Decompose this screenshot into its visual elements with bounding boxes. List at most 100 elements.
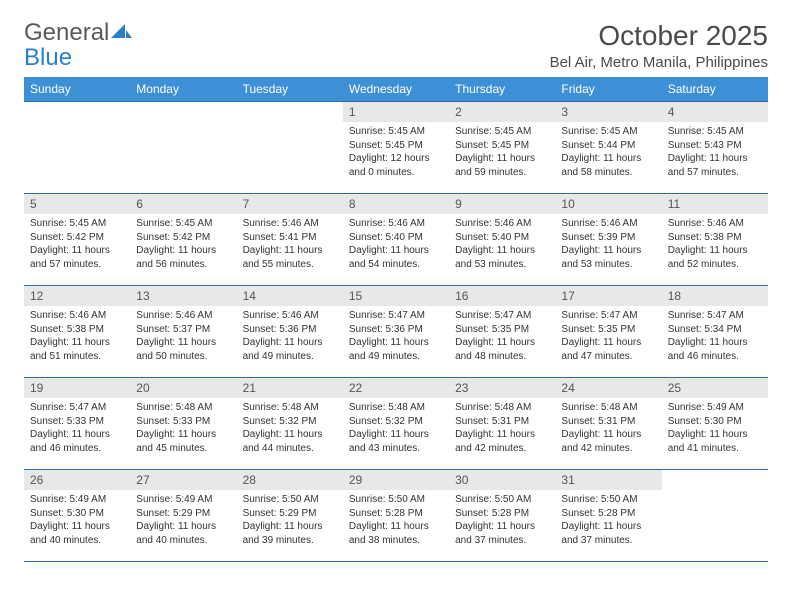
day-sunset: Sunset: 5:44 PM (561, 139, 655, 153)
day-sunset: Sunset: 5:28 PM (455, 507, 549, 521)
calendar-week: 26Sunrise: 5:49 AMSunset: 5:30 PMDayligh… (24, 470, 768, 562)
day-number: 8 (343, 194, 449, 214)
calendar-day: 11Sunrise: 5:46 AMSunset: 5:38 PMDayligh… (662, 194, 768, 286)
day-daylight1: Daylight: 11 hours (668, 336, 762, 350)
day-sunset: Sunset: 5:42 PM (136, 231, 230, 245)
logo-line2: Blue (24, 45, 133, 70)
day-body: Sunrise: 5:46 AMSunset: 5:38 PMDaylight:… (24, 306, 130, 367)
calendar-body: 1 Sunrise: 5:45 AM Sunset: 5:45 PM Daylight… (24, 102, 768, 562)
day-daylight1: Daylight: 11 hours (136, 520, 230, 534)
day-number: 26 (24, 470, 130, 490)
day-sunrise: Sunrise: 5:47 AM (668, 309, 762, 323)
day-body: Sunrise: 5:50 AMSunset: 5:28 PMDaylight:… (343, 490, 449, 551)
day-sunset: Sunset: 5:45 PM (349, 139, 443, 153)
day-number: 7 (237, 194, 343, 214)
day-number: 1 (343, 102, 449, 122)
day-body: Sunrise: 5:46 AMSunset: 5:38 PMDaylight:… (662, 214, 768, 275)
day-number: 11 (662, 194, 768, 214)
day-daylight1: Daylight: 11 hours (349, 428, 443, 442)
calendar-day: 8Sunrise: 5:46 AMSunset: 5:40 PMDaylight… (343, 194, 449, 286)
day-daylight1: Daylight: 11 hours (561, 520, 655, 534)
day-sunrise: Sunrise: 5:46 AM (349, 217, 443, 231)
day-sunset: Sunset: 5:39 PM (561, 231, 655, 245)
day-daylight1: Daylight: 11 hours (668, 152, 762, 166)
day-body: Sunrise: 5:45 AMSunset: 5:42 PMDaylight:… (130, 214, 236, 275)
day-sunset: Sunset: 5:37 PM (136, 323, 230, 337)
day-sunrise: Sunrise: 5:46 AM (243, 217, 337, 231)
day-sunrise: Sunrise: 5:50 AM (349, 493, 443, 507)
day-sunrise: Sunrise: 5:49 AM (136, 493, 230, 507)
calendar-day: 29Sunrise: 5:50 AMSunset: 5:28 PMDayligh… (343, 470, 449, 562)
calendar-day: 23Sunrise: 5:48 AMSunset: 5:31 PMDayligh… (449, 378, 555, 470)
day-daylight2: and 0 minutes. (349, 166, 443, 180)
day-daylight2: and 57 minutes. (30, 258, 124, 272)
location: Bel Air, Metro Manila, Philippines (550, 54, 768, 71)
calendar-day (24, 102, 130, 194)
day-sunset: Sunset: 5:41 PM (243, 231, 337, 245)
day-sunrise: Sunrise: 5:49 AM (30, 493, 124, 507)
day-daylight2: and 44 minutes. (243, 442, 337, 456)
day-daylight2: and 55 minutes. (243, 258, 337, 272)
calendar-day: 13Sunrise: 5:46 AMSunset: 5:37 PMDayligh… (130, 286, 236, 378)
day-daylight2: and 40 minutes. (30, 534, 124, 548)
day-sunrise: Sunrise: 5:46 AM (243, 309, 337, 323)
day-daylight1: Daylight: 11 hours (136, 244, 230, 258)
calendar-day: 5Sunrise: 5:45 AMSunset: 5:42 PMDaylight… (24, 194, 130, 286)
day-sunrise: Sunrise: 5:47 AM (561, 309, 655, 323)
day-sunset: Sunset: 5:40 PM (455, 231, 549, 245)
day-daylight2: and 56 minutes. (136, 258, 230, 272)
day-sunset: Sunset: 5:31 PM (561, 415, 655, 429)
day-sunrise: Sunrise: 5:45 AM (30, 217, 124, 231)
day-daylight2: and 42 minutes. (455, 442, 549, 456)
day-sunrise: Sunrise: 5:50 AM (455, 493, 549, 507)
day-daylight2: and 51 minutes. (30, 350, 124, 364)
day-number: 13 (130, 286, 236, 306)
day-body: Sunrise: 5:48 AMSunset: 5:31 PMDaylight:… (449, 398, 555, 459)
day-sunset: Sunset: 5:42 PM (30, 231, 124, 245)
day-sunset: Sunset: 5:36 PM (349, 323, 443, 337)
day-body: Sunrise: 5:49 AMSunset: 5:30 PMDaylight:… (24, 490, 130, 551)
day-daylight1: Daylight: 11 hours (561, 152, 655, 166)
calendar-day (662, 470, 768, 562)
day-body: Sunrise: 5:50 AMSunset: 5:29 PMDaylight:… (237, 490, 343, 551)
day-sunrise: Sunrise: 5:45 AM (561, 125, 655, 139)
calendar-week: 12Sunrise: 5:46 AMSunset: 5:38 PMDayligh… (24, 286, 768, 378)
day-body: Sunrise: 5:48 AMSunset: 5:32 PMDaylight:… (343, 398, 449, 459)
header: General Blue October 2025 Bel Air, Metro… (24, 20, 768, 71)
day-sunset: Sunset: 5:31 PM (455, 415, 549, 429)
calendar-day (130, 102, 236, 194)
day-number: 21 (237, 378, 343, 398)
day-number: 27 (130, 470, 236, 490)
calendar-day: 20Sunrise: 5:48 AMSunset: 5:33 PMDayligh… (130, 378, 236, 470)
day-daylight2: and 47 minutes. (561, 350, 655, 364)
day-daylight2: and 42 minutes. (561, 442, 655, 456)
day-daylight1: Daylight: 11 hours (668, 428, 762, 442)
day-daylight1: Daylight: 11 hours (349, 244, 443, 258)
calendar-day: 12Sunrise: 5:46 AMSunset: 5:38 PMDayligh… (24, 286, 130, 378)
day-header: Friday (555, 77, 661, 102)
day-daylight1: Daylight: 11 hours (561, 428, 655, 442)
day-daylight1: Daylight: 11 hours (561, 244, 655, 258)
day-number: 14 (237, 286, 343, 306)
day-body: Sunrise: 5:45 AMSunset: 5:43 PMDaylight:… (662, 122, 768, 183)
calendar-table: SundayMondayTuesdayWednesdayThursdayFrid… (24, 77, 768, 562)
day-sunrise: Sunrise: 5:46 AM (561, 217, 655, 231)
calendar-day: 19Sunrise: 5:47 AMSunset: 5:33 PMDayligh… (24, 378, 130, 470)
day-daylight2: and 46 minutes. (668, 350, 762, 364)
calendar-day: 25Sunrise: 5:49 AMSunset: 5:30 PMDayligh… (662, 378, 768, 470)
day-daylight1: Daylight: 11 hours (136, 336, 230, 350)
day-header: Thursday (449, 77, 555, 102)
calendar-day: 31Sunrise: 5:50 AMSunset: 5:28 PMDayligh… (555, 470, 661, 562)
day-sunrise: Sunrise: 5:48 AM (455, 401, 549, 415)
day-body: Sunrise: 5:49 AMSunset: 5:29 PMDaylight:… (130, 490, 236, 551)
day-number: 17 (555, 286, 661, 306)
day-body: Sunrise: 5:46 AMSunset: 5:40 PMDaylight:… (343, 214, 449, 275)
calendar-day: 30Sunrise: 5:50 AMSunset: 5:28 PMDayligh… (449, 470, 555, 562)
day-daylight1: Daylight: 11 hours (243, 244, 337, 258)
day-number: 25 (662, 378, 768, 398)
day-sunset: Sunset: 5:33 PM (30, 415, 124, 429)
day-number: 28 (237, 470, 343, 490)
day-sunrise: Sunrise: 5:47 AM (349, 309, 443, 323)
day-daylight2: and 59 minutes. (455, 166, 549, 180)
day-daylight1: Daylight: 11 hours (455, 244, 549, 258)
